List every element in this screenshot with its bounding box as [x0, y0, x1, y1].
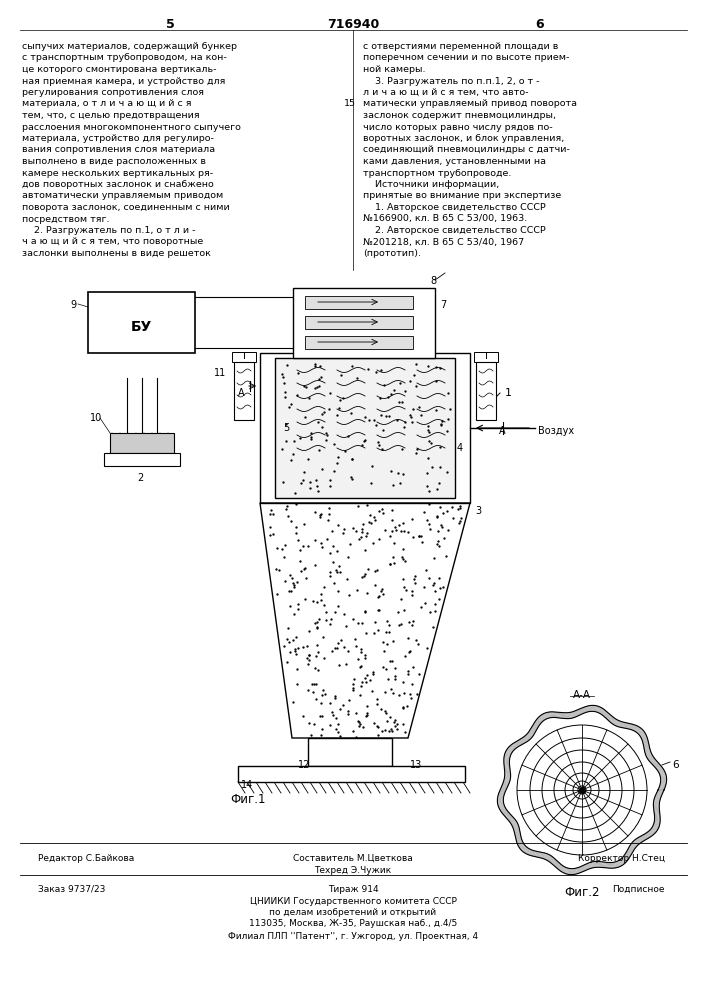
Text: ками давления, установленными на: ками давления, установленными на — [363, 157, 546, 166]
Text: №201218, кл. В 65 С 53/40, 1967: №201218, кл. В 65 С 53/40, 1967 — [363, 237, 524, 246]
Bar — [293, 288, 435, 358]
Bar — [275, 358, 455, 498]
Bar — [232, 352, 256, 362]
Text: ная приемная камера, и устройство для: ная приемная камера, и устройство для — [22, 77, 226, 86]
Bar — [476, 362, 496, 420]
Text: 8: 8 — [430, 276, 436, 286]
Text: с отверстиями переменной площади в: с отверстиями переменной площади в — [363, 42, 559, 51]
Polygon shape — [260, 503, 470, 738]
Bar — [305, 336, 413, 349]
Text: 2. Авторское свидетельство СССР: 2. Авторское свидетельство СССР — [363, 226, 546, 235]
Text: ной камеры.: ной камеры. — [363, 65, 426, 74]
Bar — [88, 292, 195, 353]
Text: ЦНИИКИ Государственного комитета СССР: ЦНИИКИ Государственного комитета СССР — [250, 897, 457, 906]
Text: заслонки выполнены в виде решеток: заслонки выполнены в виде решеток — [22, 249, 211, 258]
Text: Подписное: Подписное — [612, 885, 665, 894]
Text: камере нескольких вертикальных ря-: камере нескольких вертикальных ря- — [22, 168, 213, 178]
Text: Тираж 914: Тираж 914 — [327, 885, 378, 894]
Text: Заказ 9737/23: Заказ 9737/23 — [38, 885, 105, 894]
Text: материала, устройство для регулиро-: материала, устройство для регулиро- — [22, 134, 214, 143]
Text: тем, что, с целью предотвращения: тем, что, с целью предотвращения — [22, 111, 199, 120]
Text: 5: 5 — [283, 423, 289, 433]
Text: (прототип).: (прототип). — [363, 249, 421, 258]
Text: Фиг.1: Фиг.1 — [230, 793, 266, 806]
Text: 3. Разгружатель по п.п.1, 2, о т -: 3. Разгружатель по п.п.1, 2, о т - — [363, 77, 539, 86]
Text: А-А: А-А — [573, 690, 591, 700]
Text: сыпучих материалов, содержащий бункер: сыпучих материалов, содержащий бункер — [22, 42, 237, 51]
Text: Фиг.2: Фиг.2 — [564, 886, 600, 899]
Bar — [308, 738, 392, 766]
Text: 3: 3 — [475, 506, 481, 516]
Text: по делам изобретений и открытий: по делам изобретений и открытий — [269, 908, 436, 917]
Text: 6: 6 — [672, 760, 679, 770]
Text: 10: 10 — [90, 413, 103, 423]
Text: А: А — [238, 388, 245, 398]
Bar — [104, 453, 180, 466]
Bar — [474, 352, 498, 362]
Text: заслонок содержит пневмоцилиндры,: заслонок содержит пневмоцилиндры, — [363, 111, 556, 120]
Text: Редактор С.Байкова: Редактор С.Байкова — [38, 854, 134, 863]
Text: принятые во внимание при экспертизе: принятые во внимание при экспертизе — [363, 192, 561, 200]
Text: транспортном трубопроводе.: транспортном трубопроводе. — [363, 168, 511, 178]
Text: Составитель М.Цветкова: Составитель М.Цветкова — [293, 854, 413, 863]
Text: Воздух: Воздух — [538, 426, 574, 436]
Text: автоматически управляемым приводом: автоматически управляемым приводом — [22, 192, 223, 200]
Text: дов поворотных заслонок и снабжено: дов поворотных заслонок и снабжено — [22, 180, 214, 189]
Text: ч а ю щ и й с я тем, что поворотные: ч а ю щ и й с я тем, что поворотные — [22, 237, 203, 246]
Text: 12: 12 — [298, 760, 310, 770]
Text: расслоения многокомпонентного сыпучего: расслоения многокомпонентного сыпучего — [22, 122, 241, 131]
Text: 2. Разгружатель по п.1, о т л и -: 2. Разгружатель по п.1, о т л и - — [22, 226, 196, 235]
Bar — [305, 316, 413, 329]
Text: 9: 9 — [70, 300, 76, 310]
Text: матически управляемый привод поворота: матически управляемый привод поворота — [363, 100, 577, 108]
Bar — [305, 296, 413, 309]
Text: число которых равно числу рядов по-: число которых равно числу рядов по- — [363, 122, 553, 131]
Text: регулирования сопротивления слоя: регулирования сопротивления слоя — [22, 88, 204, 97]
Bar — [234, 362, 254, 420]
Text: Филиал ПЛП ''Патент'', г. Ужгород, ул. Проектная, 4: Филиал ПЛП ''Патент'', г. Ужгород, ул. П… — [228, 932, 478, 941]
Text: л и ч а ю щ и й с я тем, что авто-: л и ч а ю щ и й с я тем, что авто- — [363, 88, 529, 97]
Text: 11: 11 — [214, 368, 226, 378]
Text: соединяющий пневмоцилиндры с датчи-: соединяющий пневмоцилиндры с датчи- — [363, 145, 570, 154]
Text: 7: 7 — [440, 300, 446, 310]
Text: 1: 1 — [505, 388, 512, 398]
Text: Техред Э.Чужик: Техред Э.Чужик — [315, 866, 392, 875]
Text: поперечном сечении и по высоте прием-: поперечном сечении и по высоте прием- — [363, 53, 569, 62]
Text: 5: 5 — [165, 18, 175, 31]
Text: 1. Авторское свидетельство СССР: 1. Авторское свидетельство СССР — [363, 203, 546, 212]
Bar — [110, 433, 174, 453]
Text: посредством тяг.: посредством тяг. — [22, 215, 110, 224]
Text: А: А — [499, 426, 506, 436]
Text: 2: 2 — [137, 473, 144, 483]
Text: БУ: БУ — [130, 320, 152, 334]
Text: 14: 14 — [241, 780, 253, 790]
Text: вания сопротивления слоя материала: вания сопротивления слоя материала — [22, 145, 215, 154]
Text: 716940: 716940 — [327, 18, 379, 31]
Text: с транспортным трубопроводом, на кон-: с транспортным трубопроводом, на кон- — [22, 53, 227, 62]
Text: №166900, кл. В 65 С 53/00, 1963.: №166900, кл. В 65 С 53/00, 1963. — [363, 215, 527, 224]
Text: Источники информации,: Источники информации, — [363, 180, 499, 189]
Text: 113035, Москва, Ж-35, Раушская наб., д.4/5: 113035, Москва, Ж-35, Раушская наб., д.4… — [249, 919, 457, 928]
Text: поворота заслонок, соединенным с ними: поворота заслонок, соединенным с ними — [22, 203, 230, 212]
Text: Корректор Н.Стец: Корректор Н.Стец — [578, 854, 665, 863]
Text: материала, о т л и ч а ю щ и й с я: материала, о т л и ч а ю щ и й с я — [22, 100, 192, 108]
Bar — [260, 353, 470, 503]
Text: выполнено в виде расположенных в: выполнено в виде расположенных в — [22, 157, 206, 166]
Text: 6: 6 — [536, 18, 544, 31]
Bar — [238, 766, 465, 782]
Text: 13: 13 — [410, 760, 422, 770]
Text: це которого смонтирована вертикаль-: це которого смонтирована вертикаль- — [22, 65, 216, 74]
Text: 4: 4 — [457, 443, 463, 453]
Text: воротных заслонок, и блок управления,: воротных заслонок, и блок управления, — [363, 134, 564, 143]
Text: 15: 15 — [344, 100, 356, 108]
